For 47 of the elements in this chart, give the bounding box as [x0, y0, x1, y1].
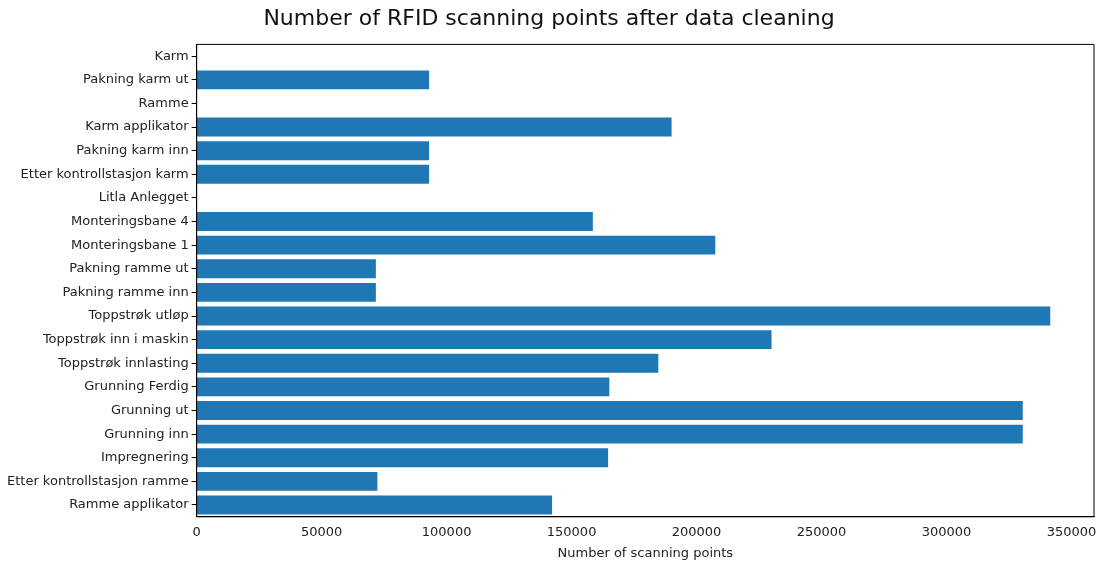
y-tick-label: Pakning karm ut	[82, 71, 189, 87]
bar	[196, 424, 1023, 444]
bar	[196, 141, 430, 161]
y-tick-label: Karm	[154, 47, 189, 63]
y-tick-label: Etter kontrollstasjon ramme	[6, 472, 189, 488]
y-tick-label: Litla Anlegget	[98, 189, 189, 205]
y-tick-label: Monteringsbane 4	[71, 212, 189, 228]
bar	[196, 164, 430, 184]
bar	[196, 117, 672, 137]
y-tick-label: Pakning karm inn	[76, 142, 189, 158]
bar	[196, 70, 430, 90]
bar	[196, 235, 716, 255]
y-tick-label: Impregnering	[100, 449, 189, 465]
x-tick-label: 100000	[421, 523, 472, 539]
bar	[196, 330, 772, 350]
bar	[196, 448, 609, 468]
y-tick-label: Toppstrøk utløp	[87, 307, 189, 323]
bar	[196, 377, 610, 397]
bar	[196, 471, 378, 491]
y-tick-label: Monteringsbane 1	[71, 236, 189, 252]
x-tick-label: 300000	[921, 523, 972, 539]
y-tick-label: Pakning ramme ut	[69, 260, 189, 276]
x-tick-label: 350000	[1046, 523, 1097, 539]
y-tick-label: Pakning ramme inn	[62, 283, 189, 299]
x-tick-label: 150000	[546, 523, 597, 539]
x-tick-label: 200000	[671, 523, 722, 539]
y-tick-label: Toppstrøk inn i maskin	[41, 331, 189, 347]
chart-title: Number of RFID scanning points after data cleaning	[263, 4, 835, 30]
bar	[196, 495, 553, 515]
bar	[196, 282, 376, 302]
bar	[196, 306, 1051, 326]
x-tick-label: 250000	[796, 523, 847, 539]
bar	[196, 212, 593, 231]
x-tick-label: 50000	[300, 523, 343, 539]
bar	[196, 353, 659, 373]
x-tick-label: 0	[192, 523, 201, 539]
y-tick-label: Etter kontrollstasjon karm	[20, 165, 189, 181]
y-tick-label: Grunning Ferdig	[84, 378, 189, 394]
y-tick-label: Toppstrøk innlasting	[56, 354, 189, 370]
y-tick-label: Ramme applikator	[69, 496, 190, 512]
bar	[196, 259, 376, 279]
y-tick-label: Ramme	[138, 94, 189, 110]
x-axis-title: Number of scanning points	[557, 544, 734, 560]
y-tick-label: Grunning ut	[110, 401, 189, 417]
y-tick-label: Grunning inn	[104, 425, 189, 441]
y-tick-label: Karm applikator	[85, 118, 190, 134]
bar	[196, 401, 1023, 420]
